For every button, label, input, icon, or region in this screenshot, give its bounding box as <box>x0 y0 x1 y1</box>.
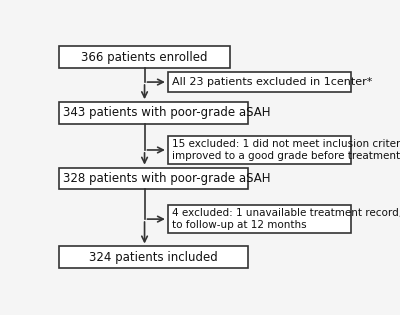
FancyBboxPatch shape <box>59 46 230 68</box>
Text: 15 excluded: 1 did not meet inclusion criteria, 14
improved to a good grade befo: 15 excluded: 1 did not meet inclusion cr… <box>172 139 400 161</box>
FancyBboxPatch shape <box>59 246 248 268</box>
Text: 324 patients included: 324 patients included <box>90 251 218 264</box>
FancyBboxPatch shape <box>168 72 351 92</box>
Text: 343 patients with poor-grade aSAH: 343 patients with poor-grade aSAH <box>63 106 270 119</box>
FancyBboxPatch shape <box>168 136 351 164</box>
FancyBboxPatch shape <box>168 205 351 233</box>
Text: 4 excluded: 1 unavailable treatment record,3 lost
to follow-up at 12 months: 4 excluded: 1 unavailable treatment reco… <box>172 208 400 230</box>
Text: 328 patients with poor-grade aSAH: 328 patients with poor-grade aSAH <box>63 172 270 185</box>
FancyBboxPatch shape <box>59 102 248 124</box>
Text: All 23 patients excluded in 1center*: All 23 patients excluded in 1center* <box>172 77 372 87</box>
FancyBboxPatch shape <box>59 168 248 189</box>
Text: 366 patients enrolled: 366 patients enrolled <box>81 51 208 64</box>
